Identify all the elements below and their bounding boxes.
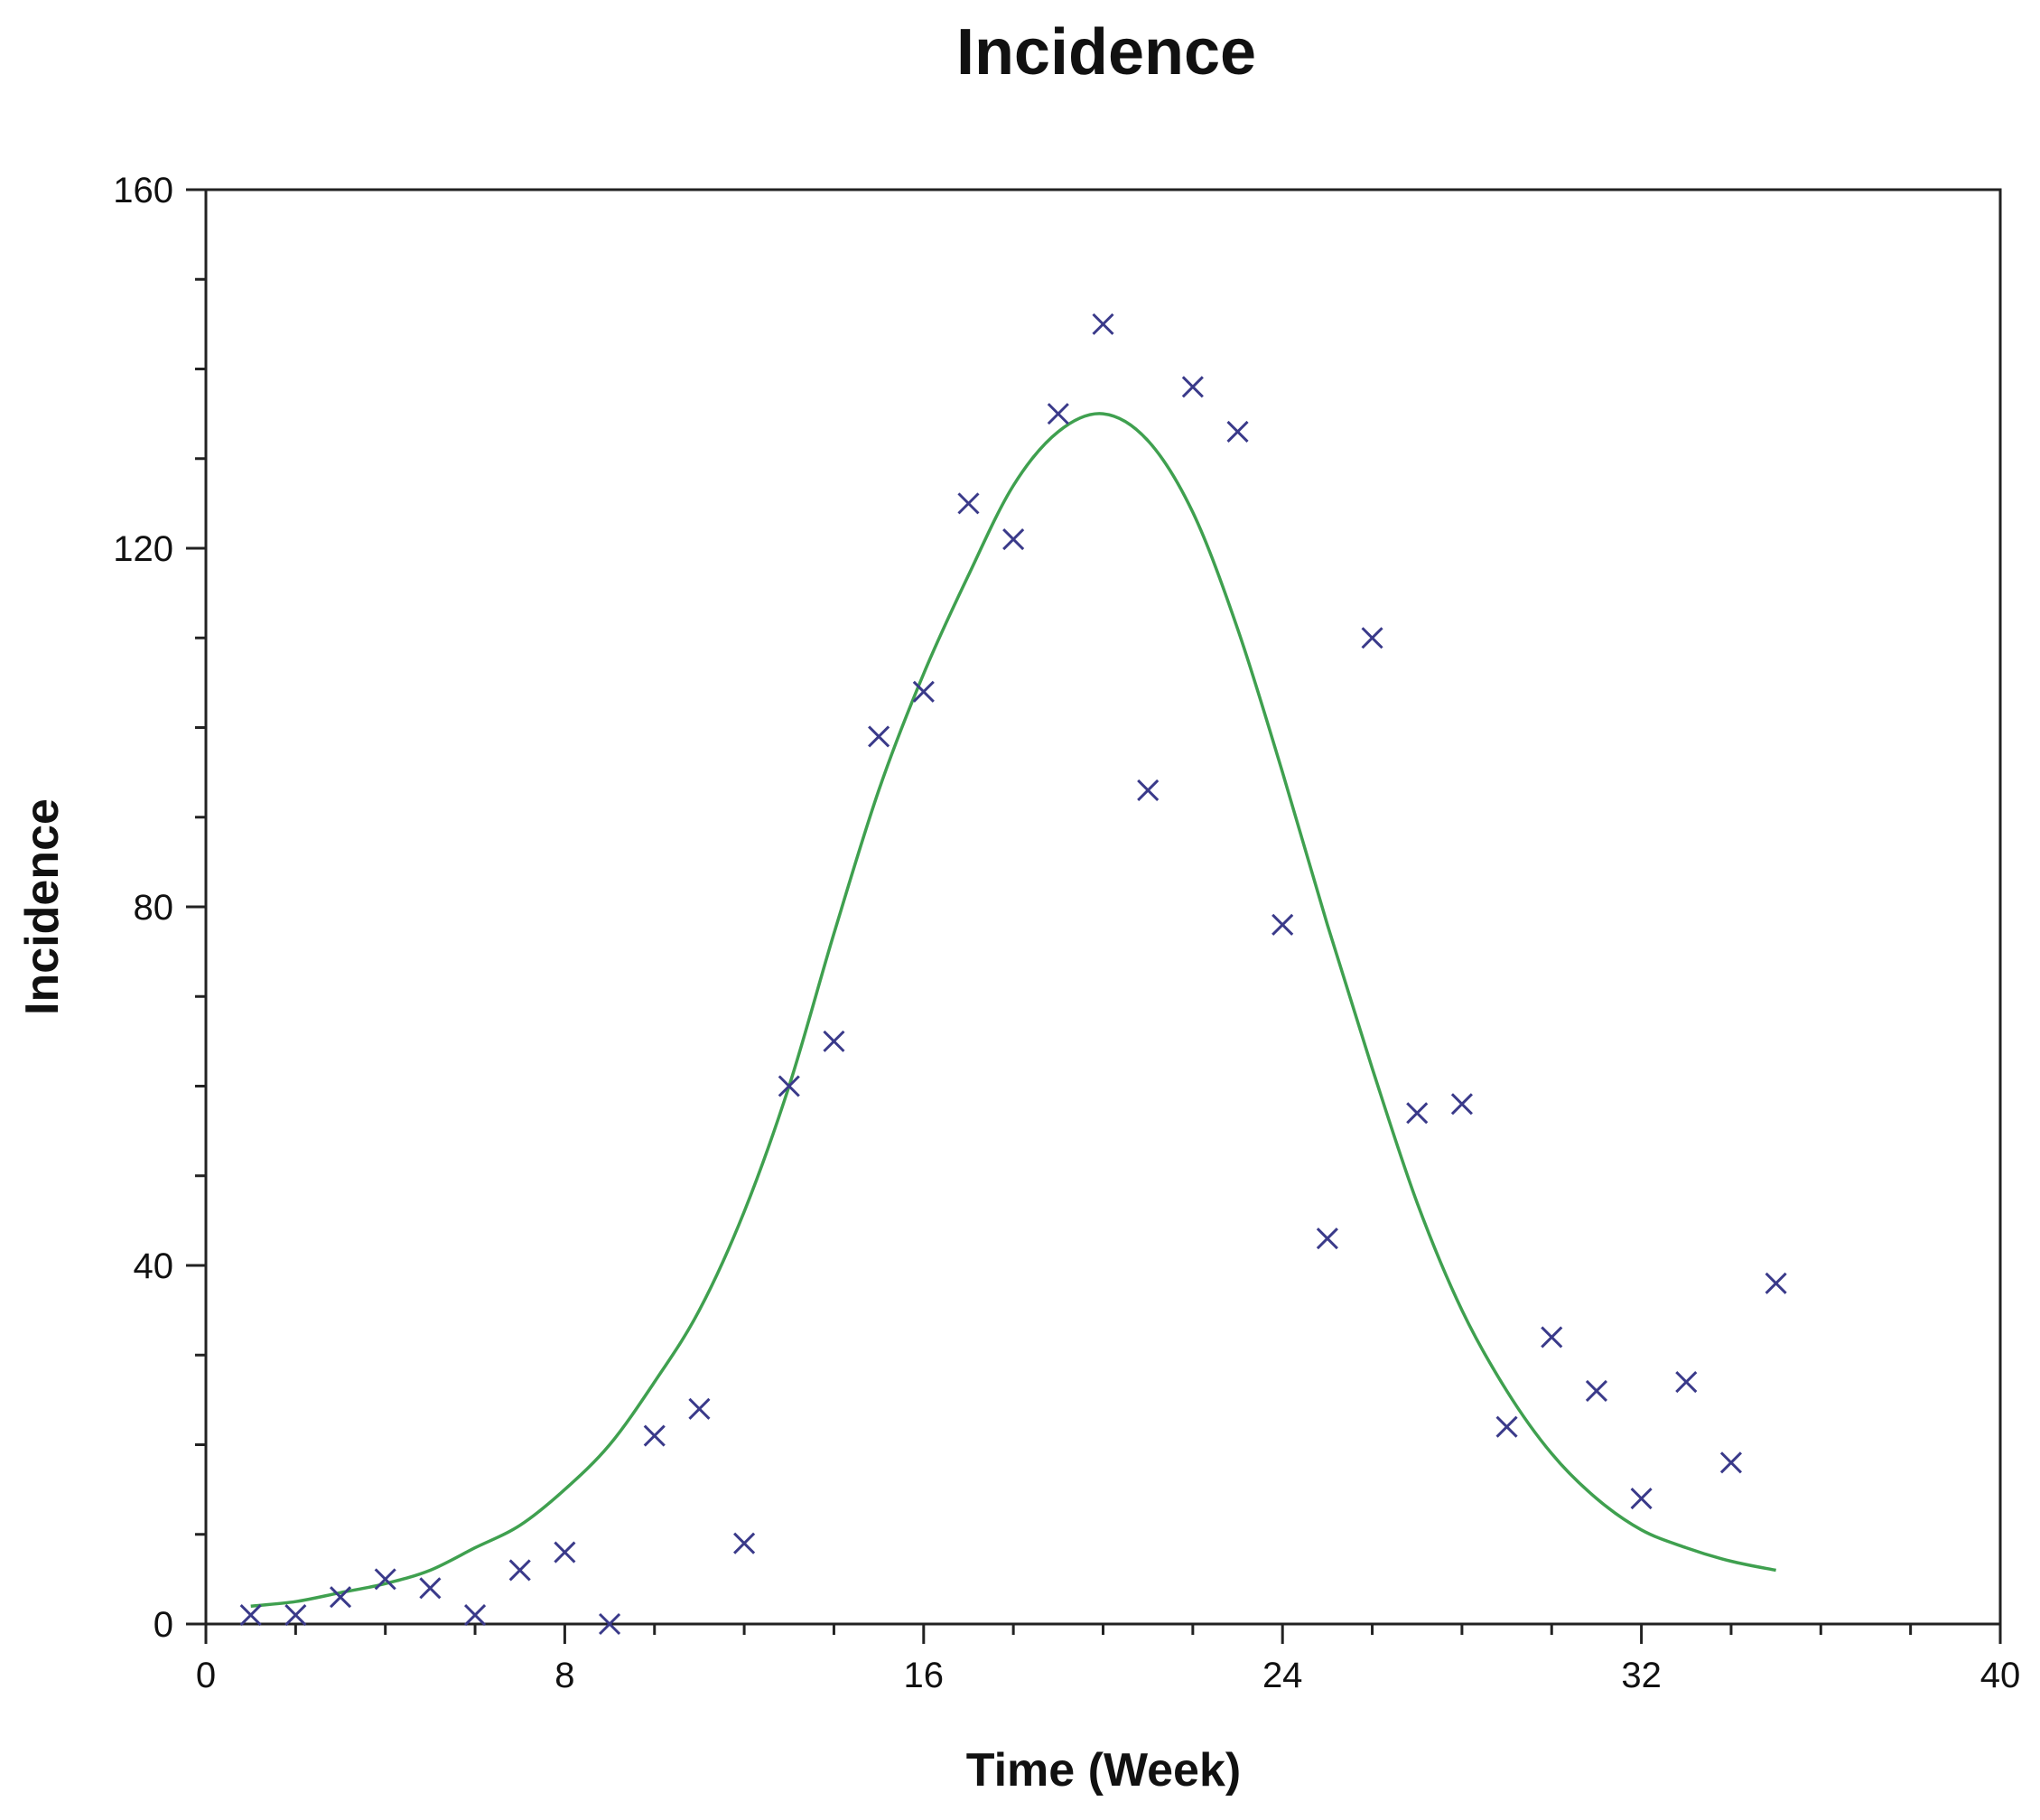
data-point	[1361, 627, 1383, 649]
scatter-points	[239, 313, 1787, 1636]
data-point	[284, 1604, 307, 1627]
data-point	[463, 1604, 487, 1627]
y-tick-label: 80	[134, 888, 174, 928]
data-point	[912, 680, 935, 703]
y-axis-label: Incidence	[16, 798, 69, 1015]
chart-title: Incidence	[956, 16, 1256, 89]
data-point	[957, 492, 980, 515]
data-point	[1719, 1451, 1743, 1474]
data-point	[239, 1604, 262, 1627]
data-point	[778, 1075, 800, 1097]
y-tick-label: 120	[113, 529, 173, 569]
data-point	[419, 1577, 442, 1600]
x-tick-label: 32	[1621, 1656, 1662, 1695]
data-point	[374, 1568, 396, 1591]
data-point	[1316, 1227, 1338, 1250]
data-point	[1495, 1415, 1518, 1438]
y-tick-label: 0	[154, 1605, 173, 1645]
x-axis-label: Time (Week)	[966, 1744, 1241, 1797]
x-tick-label: 40	[1980, 1656, 2021, 1695]
data-point	[1226, 420, 1249, 443]
axis-ticks	[186, 188, 2002, 1644]
data-point	[329, 1586, 352, 1609]
fitted-curve	[250, 412, 1776, 1608]
data-point	[554, 1541, 576, 1563]
data-point	[733, 1532, 756, 1554]
data-point	[1137, 779, 1160, 802]
data-point	[508, 1559, 531, 1582]
y-tick-label: 40	[134, 1246, 174, 1286]
x-tick-label: 24	[1262, 1656, 1303, 1695]
data-point	[599, 1612, 621, 1636]
y-tick-labels: 0 40 80 120 160	[113, 171, 173, 1645]
data-point	[1002, 528, 1025, 551]
data-point	[1765, 1272, 1787, 1294]
data-point	[1630, 1487, 1653, 1510]
fitted-curve-layer	[250, 412, 1776, 1608]
data-point	[1047, 403, 1069, 425]
data-point	[1675, 1370, 1698, 1394]
data-point	[1585, 1379, 1607, 1403]
data-point	[868, 725, 890, 748]
x-tick-label: 16	[904, 1656, 945, 1695]
x-tick-label: 0	[196, 1656, 216, 1695]
data-point	[688, 1397, 711, 1420]
x-tick-labels: 0 8 16 24 32 40	[196, 1656, 2020, 1695]
data-point	[1272, 913, 1294, 936]
data-point	[823, 1030, 845, 1052]
data-point	[1450, 1093, 1473, 1115]
data-point	[1406, 1102, 1429, 1125]
data-point	[1181, 376, 1204, 398]
data-point	[1092, 313, 1114, 335]
x-tick-label: 8	[554, 1656, 574, 1695]
data-point	[1541, 1326, 1563, 1349]
data-point	[643, 1424, 666, 1447]
y-tick-label: 160	[113, 171, 173, 210]
plot-area-frame	[204, 188, 2002, 1626]
